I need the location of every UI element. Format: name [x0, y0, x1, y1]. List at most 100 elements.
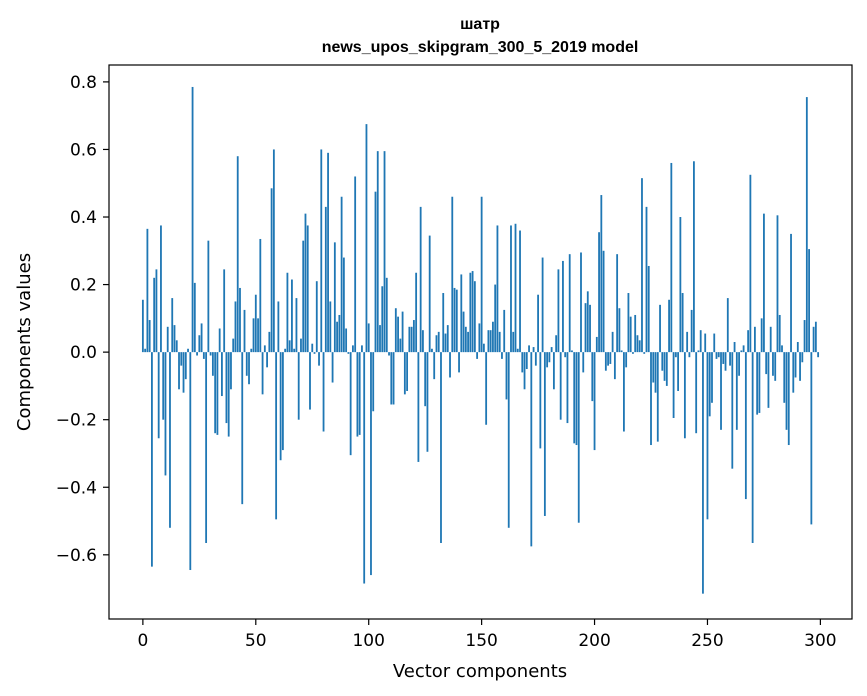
bar [543, 352, 546, 516]
bar [209, 352, 212, 356]
x-tick-label: 0 [137, 631, 148, 651]
y-tick-label: −0.4 [56, 478, 97, 498]
bar [455, 289, 458, 353]
bar [668, 299, 670, 353]
bar [575, 352, 578, 446]
bar [607, 352, 609, 366]
bar [227, 352, 230, 437]
x-tick-label: 150 [465, 631, 497, 651]
bar [406, 352, 409, 391]
bar [498, 331, 501, 353]
bar [503, 309, 506, 353]
bar [410, 326, 413, 353]
x-tick-label: 250 [691, 631, 723, 651]
bar [435, 335, 438, 353]
bar [611, 331, 614, 353]
bar [591, 352, 594, 402]
bar [681, 293, 684, 353]
bar [546, 352, 549, 368]
bar [234, 301, 237, 353]
bar [796, 342, 799, 353]
bar [516, 348, 519, 353]
bar [487, 330, 490, 353]
bar [573, 352, 576, 444]
bar [385, 277, 388, 353]
bar [704, 333, 707, 353]
bar [207, 240, 210, 353]
bar [270, 188, 273, 353]
bar [164, 352, 167, 476]
bar [501, 352, 503, 359]
x-axis-ticks: 0 50 100 150 200 250 300 [137, 619, 837, 651]
bar [785, 352, 788, 430]
bar [363, 352, 366, 584]
bar [693, 161, 695, 353]
bar [711, 352, 713, 403]
bar [342, 257, 345, 353]
bar [604, 352, 607, 371]
bar [309, 352, 311, 410]
bar [180, 352, 183, 366]
bar [566, 352, 569, 424]
bar [338, 314, 341, 353]
bar [401, 311, 404, 353]
y-tick-label: 0.0 [70, 343, 97, 363]
bar [482, 343, 485, 353]
bar [383, 151, 386, 353]
bar [381, 286, 384, 353]
bar [641, 178, 643, 353]
bar [810, 352, 813, 525]
bar [440, 352, 442, 543]
bar [155, 269, 158, 353]
bar [211, 352, 214, 376]
bar [146, 228, 149, 353]
bar [205, 352, 208, 543]
bar [726, 298, 729, 353]
bar [636, 335, 639, 353]
bar [792, 352, 795, 393]
bar [417, 352, 420, 462]
bar [187, 348, 189, 353]
bar [340, 196, 343, 353]
bar [259, 238, 262, 353]
bar [532, 347, 535, 353]
bar [801, 352, 804, 363]
bars-group [141, 86, 820, 594]
bar [580, 252, 582, 353]
bar [408, 326, 411, 353]
bar [453, 287, 456, 353]
bar [794, 352, 797, 378]
bar [399, 338, 402, 353]
bar [318, 352, 320, 366]
bar [160, 225, 162, 353]
bar [492, 321, 494, 353]
bar [428, 235, 431, 353]
bar [774, 352, 777, 381]
bar [525, 352, 528, 370]
bar [480, 196, 483, 353]
bar [586, 291, 589, 353]
bar [446, 325, 449, 353]
bar [756, 352, 759, 415]
bar [345, 328, 348, 353]
bar [485, 352, 488, 425]
bar [814, 321, 817, 353]
bar [173, 325, 176, 353]
bar [609, 352, 612, 364]
bar [688, 352, 691, 358]
bar [266, 352, 268, 368]
y-tick-label: −0.6 [56, 546, 97, 566]
bar [214, 352, 217, 434]
bar [239, 287, 241, 353]
bar [616, 254, 619, 353]
bar [817, 352, 820, 358]
bar [731, 352, 734, 469]
bar [268, 331, 271, 353]
bar [419, 206, 422, 353]
bar [790, 233, 792, 353]
bar [706, 352, 709, 520]
bar [663, 352, 666, 381]
bar [148, 320, 151, 353]
bar [471, 271, 474, 353]
